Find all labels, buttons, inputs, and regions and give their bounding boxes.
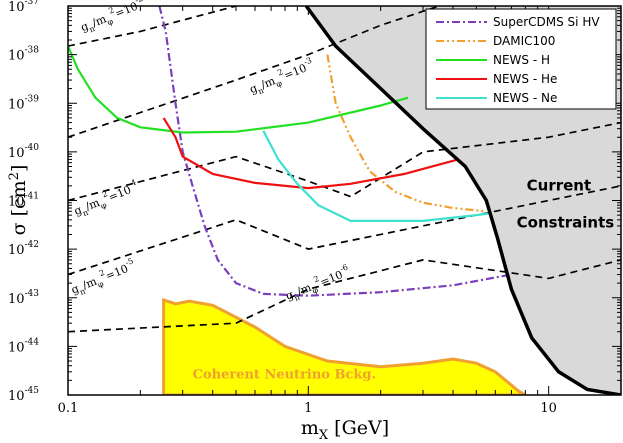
y-tick-label: 10-42 xyxy=(8,240,39,258)
legend: SuperCDMS Si HV DAMIC100 NEWS - H NEWS - He… xyxy=(425,8,617,110)
y-tick-label: 10-39 xyxy=(8,94,39,112)
neutrino-floor-label: Coherent Neutrino Bckg. xyxy=(193,367,376,382)
x-tick-label: 1 xyxy=(304,401,312,416)
y-tick-label: 10-41 xyxy=(8,192,39,210)
y-axis-title: σ [cm2] xyxy=(7,165,30,236)
coupling-lines-group xyxy=(68,6,621,333)
coupling-labels-group: gn/mφ2=10-2gn/mφ2=10-3gn/mφ2=10-4gn/mφ2=… xyxy=(69,0,349,303)
y-tick-labels: 10-37 10-38 10-39 10-40 10-41 10-42 10-43 10-44… xyxy=(8,0,39,404)
x-axis-title: mX [GeV] xyxy=(301,417,389,443)
current-constraints-boundary-line xyxy=(304,6,621,395)
y-axis-title-end: ] xyxy=(8,165,30,172)
x-tick-label: 0.1 xyxy=(58,401,79,416)
series-line-supercdms-si-hv xyxy=(158,6,512,297)
x-axis-title-main: m xyxy=(301,417,319,439)
legend-label: NEWS - Ne xyxy=(493,91,557,105)
coupling-label-m4: gn/mφ2=10-4 xyxy=(71,178,141,221)
coupling-line-m3 xyxy=(68,6,440,139)
x-tick-label: 10 xyxy=(540,401,557,416)
series-line-damic100 xyxy=(326,54,487,213)
series-line-news-ne xyxy=(262,130,492,222)
legend-label: NEWS - He xyxy=(493,72,557,86)
exclusion-series-group xyxy=(68,6,512,297)
constraints-label-line1: Current xyxy=(527,177,592,195)
y-tick-label: 10-44 xyxy=(8,337,39,355)
y-tick-label: 10-38 xyxy=(8,46,39,64)
legend-label: NEWS - H xyxy=(493,53,550,67)
coupling-line-m2 xyxy=(68,6,237,47)
legend-label: SuperCDMS Si HV xyxy=(493,15,600,29)
y-tick-label: 10-43 xyxy=(8,289,39,307)
y-tick-label: 10-45 xyxy=(8,386,39,404)
coupling-line-m4 xyxy=(68,121,621,202)
constraints-label-line2: Constraints xyxy=(517,213,615,231)
x-tick-labels: 0.1 1 10 xyxy=(58,401,557,416)
y-axis-title-sup: 2 xyxy=(7,172,22,180)
x-axis-title-sub: X xyxy=(319,428,329,443)
x-axis-title-unit: [GeV] xyxy=(328,417,389,439)
series-line-news-he xyxy=(162,117,459,190)
y-tick-label: 10-40 xyxy=(8,143,39,161)
series-line-news-h xyxy=(68,45,409,134)
axis-ticks-group xyxy=(67,5,622,396)
coupling-line-m6 xyxy=(68,259,621,333)
y-tick-label: 10-37 xyxy=(8,0,39,15)
coherent-neutrino-background-region xyxy=(162,297,529,395)
y-axis-title-main: σ [cm xyxy=(8,180,30,235)
coupling-line-m5 xyxy=(68,185,621,276)
legend-label: DAMIC100 xyxy=(493,34,555,48)
